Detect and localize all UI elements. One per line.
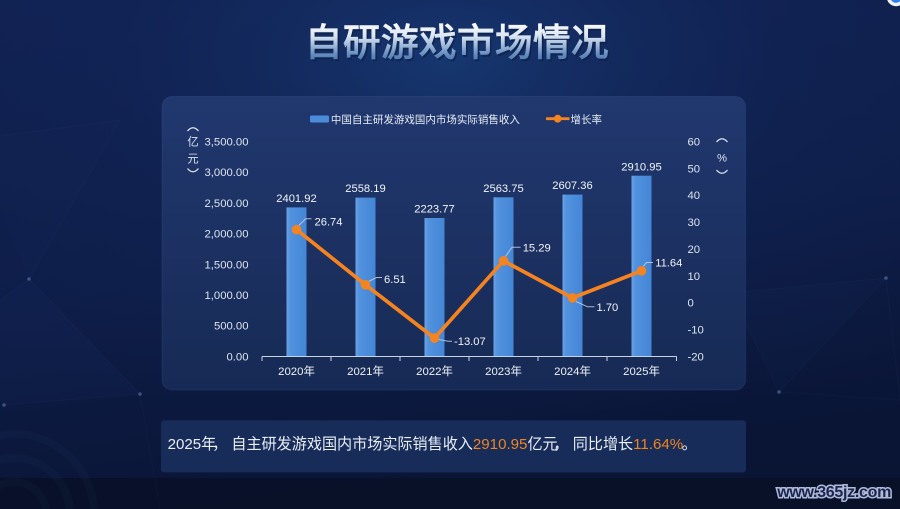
svg-text:15.29: 15.29 [523, 243, 551, 255]
svg-text:-13.07: -13.07 [454, 336, 486, 348]
svg-text:1,000.00: 1,000.00 [205, 290, 249, 302]
svg-text:www.365jz.com: www.365jz.com [776, 484, 891, 501]
svg-text:%: % [717, 153, 727, 165]
svg-text:60: 60 [688, 137, 701, 149]
svg-text:增长率: 增长率 [571, 113, 603, 126]
svg-text:元: 元 [187, 154, 198, 166]
svg-text:2563.75: 2563.75 [483, 183, 523, 195]
svg-text:2022年: 2022年 [416, 364, 453, 378]
svg-text:11.64: 11.64 [655, 258, 682, 270]
svg-text:2558.19: 2558.19 [345, 183, 385, 195]
svg-text:2910.95: 2910.95 [621, 161, 661, 173]
svg-text:-20: -20 [688, 351, 704, 363]
svg-text:自研游戏市场情况: 自研游戏市场情况 [307, 24, 611, 66]
svg-text:2025年，自主研发游戏国内市场实际销售收入2910.95亿: 2025年， 自主研发游戏国内市场实际销售收入2910.95亿元， 同比增长11.6… [168, 436, 697, 453]
svg-text:1.70: 1.70 [597, 302, 619, 314]
svg-text:0: 0 [688, 298, 694, 310]
svg-text:10: 10 [688, 271, 701, 283]
svg-text:-10: -10 [688, 325, 704, 337]
svg-text:2024年: 2024年 [554, 364, 591, 378]
svg-text:26.74: 26.74 [315, 216, 343, 228]
svg-text:2021年: 2021年 [347, 364, 384, 378]
svg-text:3,000.00: 3,000.00 [205, 167, 249, 179]
svg-text:3,500.00: 3,500.00 [205, 137, 249, 149]
svg-text:亿: 亿 [187, 136, 198, 149]
svg-text:6.51: 6.51 [384, 274, 406, 286]
svg-text:30: 30 [688, 217, 701, 229]
svg-text:中国自主研发游戏国内市场实际销售收入: 中国自主研发游戏国内市场实际销售收入 [331, 113, 520, 126]
svg-text:2607.36: 2607.36 [552, 180, 592, 192]
svg-text:2020年: 2020年 [278, 364, 315, 378]
svg-text:20: 20 [688, 244, 701, 256]
svg-text:50: 50 [688, 163, 701, 175]
svg-text:2025年: 2025年 [623, 364, 660, 378]
svg-text:2,500.00: 2,500.00 [205, 198, 249, 210]
svg-text:2401.92: 2401.92 [276, 193, 316, 205]
svg-text:2223.77: 2223.77 [414, 204, 454, 216]
svg-text:www.365jz.com: www.365jz.com [776, 484, 891, 501]
svg-text:1,500.00: 1,500.00 [205, 259, 249, 271]
svg-text:2,000.00: 2,000.00 [205, 229, 249, 241]
svg-text:500.00: 500.00 [214, 321, 249, 333]
svg-text:自研游戏市场情况: 自研游戏市场情况 [305, 22, 609, 64]
svg-text:40: 40 [688, 190, 701, 202]
svg-text:0.00: 0.00 [227, 351, 249, 363]
svg-text:2023年: 2023年 [485, 364, 522, 378]
